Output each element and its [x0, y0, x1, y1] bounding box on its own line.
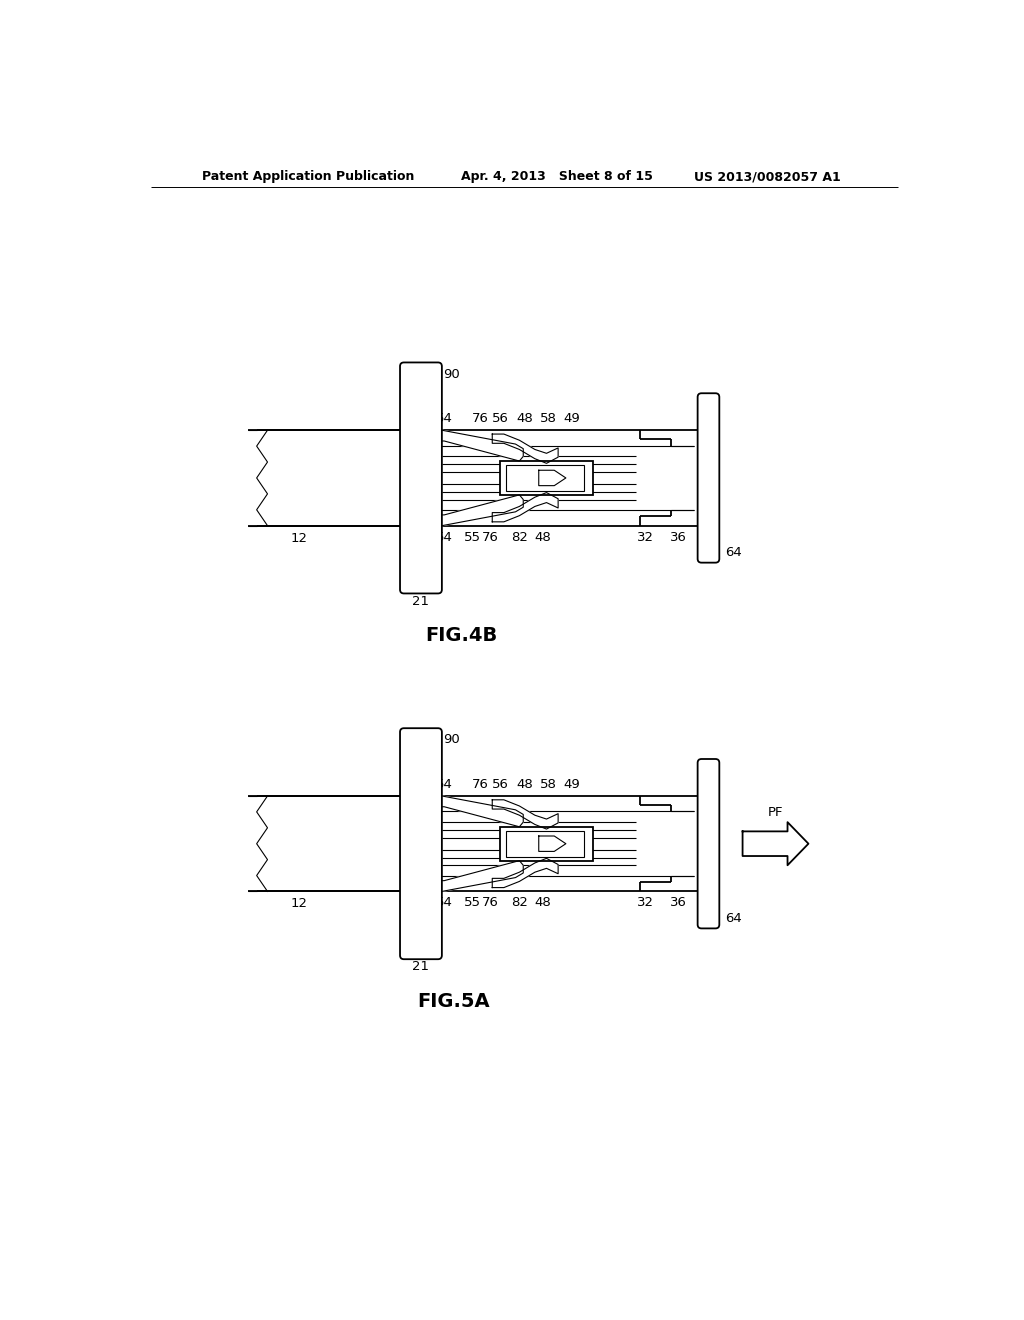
Text: 36: 36: [670, 896, 687, 909]
Text: 58: 58: [540, 777, 556, 791]
Text: 12: 12: [291, 898, 308, 911]
Text: 21: 21: [413, 961, 429, 973]
Text: 48: 48: [535, 531, 551, 544]
Text: 55: 55: [464, 896, 481, 909]
Text: 54: 54: [436, 896, 453, 909]
Polygon shape: [438, 430, 523, 461]
Text: 56: 56: [492, 412, 509, 425]
Text: 90: 90: [442, 733, 460, 746]
Bar: [500, 826, 593, 861]
Text: 32: 32: [637, 896, 654, 909]
FancyBboxPatch shape: [697, 393, 719, 562]
Text: 76: 76: [482, 531, 499, 544]
Polygon shape: [493, 434, 558, 463]
Text: 49: 49: [563, 412, 580, 425]
Text: 64: 64: [726, 546, 742, 560]
Polygon shape: [493, 858, 558, 887]
Text: 76: 76: [472, 412, 489, 425]
Text: 21: 21: [413, 594, 429, 607]
Polygon shape: [438, 796, 523, 826]
Text: 49: 49: [563, 777, 580, 791]
Polygon shape: [438, 861, 523, 891]
Bar: [506, 830, 584, 857]
Text: 56: 56: [492, 777, 509, 791]
Text: 82: 82: [511, 896, 527, 909]
Text: Apr. 4, 2013   Sheet 8 of 15: Apr. 4, 2013 Sheet 8 of 15: [461, 170, 653, 183]
Text: 48: 48: [535, 896, 551, 909]
Text: 54: 54: [436, 777, 453, 791]
Text: 76: 76: [472, 777, 489, 791]
Polygon shape: [493, 800, 558, 829]
Polygon shape: [742, 822, 809, 866]
Text: 36: 36: [670, 531, 687, 544]
Bar: [500, 461, 593, 495]
Text: 76: 76: [482, 896, 499, 909]
Bar: [506, 465, 584, 491]
Text: 64: 64: [726, 912, 742, 925]
Text: Patent Application Publication: Patent Application Publication: [202, 170, 414, 183]
Text: FIG.5A: FIG.5A: [417, 993, 489, 1011]
Text: 55: 55: [464, 531, 481, 544]
FancyBboxPatch shape: [400, 363, 442, 594]
FancyBboxPatch shape: [400, 729, 442, 960]
Text: 58: 58: [540, 412, 556, 425]
Text: PF: PF: [768, 807, 783, 820]
Text: FIG.4B: FIG.4B: [425, 626, 498, 645]
Polygon shape: [493, 492, 558, 521]
Polygon shape: [539, 470, 566, 486]
Text: 54: 54: [436, 531, 453, 544]
Polygon shape: [438, 495, 523, 525]
Text: 54: 54: [436, 412, 453, 425]
Text: 48: 48: [516, 777, 534, 791]
FancyBboxPatch shape: [697, 759, 719, 928]
Text: 82: 82: [511, 531, 527, 544]
Text: US 2013/0082057 A1: US 2013/0082057 A1: [693, 170, 841, 183]
Text: 12: 12: [291, 532, 308, 545]
Text: 48: 48: [516, 412, 534, 425]
Polygon shape: [539, 836, 566, 851]
Text: 32: 32: [637, 531, 654, 544]
Text: 90: 90: [442, 367, 460, 380]
